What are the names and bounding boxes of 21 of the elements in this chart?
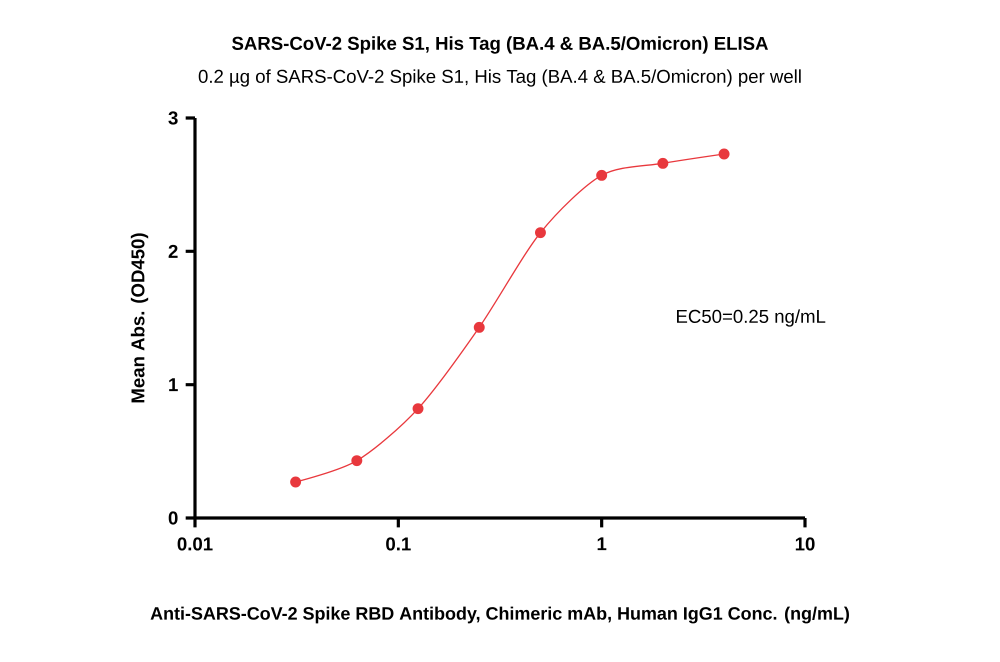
y-tick-label: 1 bbox=[169, 378, 178, 392]
chart-title: SARS-CoV-2 Spike S1, His Tag (BA.4 & BA.5/Omicron) ELISA bbox=[232, 36, 768, 54]
y-tick-label: 3 bbox=[168, 111, 178, 125]
chart-subtitle: 0.2 µg of SARS-CoV-2 Spike S1, His Tag (BA.4 & BA.5/Omicron) per well bbox=[198, 69, 801, 87]
x-tick-label: 1 bbox=[598, 537, 606, 550]
point bbox=[534, 227, 546, 238]
y-tick-label: 0 bbox=[168, 511, 178, 525]
y-axis-title: Mean Abs. (OD450) bbox=[130, 233, 148, 402]
point bbox=[290, 476, 302, 488]
point bbox=[657, 158, 668, 169]
y-tick-label: 2 bbox=[168, 244, 178, 258]
point bbox=[412, 403, 424, 414]
x-tick-label: 0.01 bbox=[178, 537, 213, 551]
point bbox=[474, 322, 485, 333]
point bbox=[718, 148, 730, 160]
x-axis-title: Anti-SARS-CoV-2 Spike RBD Antibody, Chimeric mAb, Human IgG1 Conc. (ng/mL) bbox=[150, 606, 849, 624]
point bbox=[351, 455, 362, 466]
x-tick-label: 0.1 bbox=[386, 537, 411, 551]
annotation: EC50=0.25 ng/mL bbox=[677, 309, 826, 327]
x-tick-label: 10 bbox=[796, 537, 815, 551]
point bbox=[596, 170, 608, 181]
